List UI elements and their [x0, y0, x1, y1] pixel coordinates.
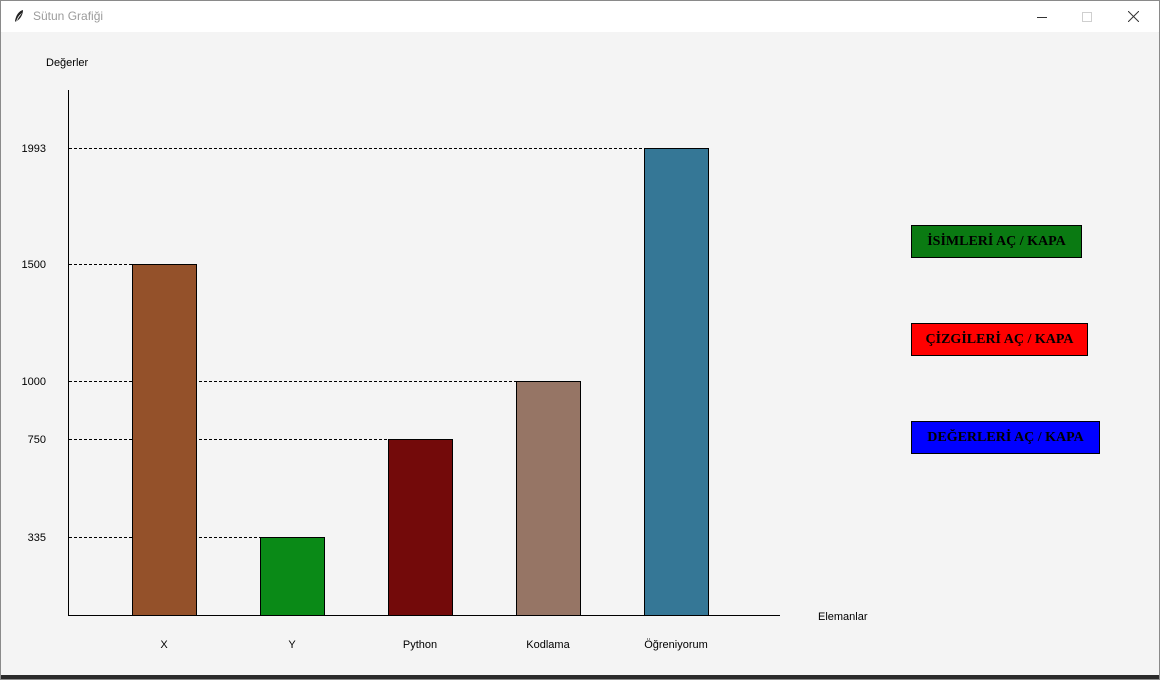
minimize-icon	[1037, 16, 1047, 18]
window-title: Sütun Grafiği	[33, 9, 104, 23]
y-tick-label: 750	[28, 434, 46, 446]
y-tick-label: 1500	[22, 259, 46, 271]
y-tick-label: 1993	[22, 143, 46, 155]
x-tick-label: X	[160, 639, 168, 651]
bar	[644, 148, 709, 616]
bar-chart: Değerler Elemanlar 335 750 1000 1500 1993 X Y…	[22, 57, 868, 651]
maximize-icon	[1082, 11, 1092, 22]
chart-canvas: Değerler Elemanlar 335 750 1000 1500 1993 X Y…	[2, 32, 1158, 677]
window-bottom-edge	[1, 675, 1159, 679]
title-bar[interactable]: Sütun Grafiği	[1, 1, 1159, 33]
x-tick-label: Y	[288, 639, 296, 651]
bar	[388, 439, 453, 616]
y-tick-label: 335	[28, 532, 46, 544]
minimize-button[interactable]	[1019, 1, 1065, 32]
x-tick-labels: X Y Python Kodlama Öğreniyorum	[160, 639, 707, 651]
bar	[132, 264, 197, 616]
lines-toggle-button[interactable]: ÇİZGİLERİ AÇ / KAPA	[911, 323, 1088, 356]
y-axis-label: Değerler	[46, 57, 89, 69]
bar	[516, 381, 581, 616]
values-toggle-button[interactable]: DEĞERLERİ AÇ / KAPA	[911, 421, 1100, 454]
bar	[260, 537, 325, 616]
close-button[interactable]	[1110, 1, 1156, 32]
y-tick-label: 1000	[22, 376, 46, 388]
close-icon	[1127, 11, 1139, 22]
x-tick-label: Öğreniyorum	[644, 639, 708, 651]
x-axis-label: Elemanlar	[818, 611, 868, 623]
x-tick-label: Kodlama	[526, 639, 570, 651]
y-tick-labels: 335 750 1000 1500 1993	[22, 143, 46, 544]
x-tick-label: Python	[403, 639, 437, 651]
feather-icon	[15, 10, 23, 22]
bars	[132, 148, 709, 616]
maximize-button[interactable]	[1064, 1, 1110, 32]
names-toggle-button[interactable]: İSİMLERİ AÇ / KAPA	[911, 225, 1082, 258]
